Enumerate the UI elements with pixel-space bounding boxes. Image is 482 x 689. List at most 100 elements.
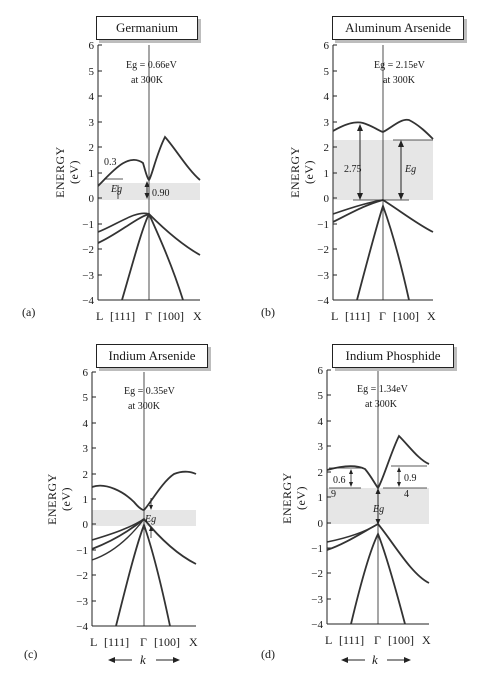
arrow-head bbox=[404, 657, 411, 663]
valence-band bbox=[115, 522, 171, 627]
tick-label: 0 bbox=[318, 518, 324, 530]
tick-label: 5 bbox=[89, 66, 95, 78]
tick-label: 3 bbox=[83, 443, 89, 455]
valence-band bbox=[91, 518, 145, 541]
annotation-label: 9 bbox=[331, 489, 336, 500]
x-label-x: X bbox=[422, 633, 431, 647]
tick-label: 6 bbox=[83, 367, 89, 379]
tick-label: 5 bbox=[318, 390, 324, 402]
x-label-gamma: Γ bbox=[374, 633, 381, 647]
gap-temperature: at 300K bbox=[131, 75, 164, 86]
valence-band bbox=[121, 211, 184, 301]
arrow-head bbox=[357, 124, 363, 131]
gap-symbol: Eg bbox=[372, 504, 384, 515]
tick-label: 0 bbox=[89, 193, 95, 205]
tick-label: −1 bbox=[317, 219, 329, 231]
x-label-x: X bbox=[193, 309, 202, 323]
band-diagram: 6 5 4 3 2 1 0 −1 −2 −3 −4 ENERGY (eV) 2 bbox=[261, 40, 436, 323]
panel-indium-arsenide: Indium Arsenide 6 5 4 3 2 1 0 −1 −2 −3 −… bbox=[0, 342, 241, 684]
x-label-l: L bbox=[331, 309, 338, 323]
y-ticks bbox=[327, 369, 331, 625]
tick-label: 6 bbox=[324, 40, 330, 52]
tick-label: 1 bbox=[89, 168, 95, 180]
arrow-head bbox=[149, 505, 153, 510]
annotation-label: 0.9 bbox=[404, 473, 417, 484]
panel-letter: (b) bbox=[261, 305, 275, 319]
y-axis-unit: (eV) bbox=[59, 487, 73, 511]
tick-label: 0 bbox=[83, 519, 89, 531]
tick-label: −4 bbox=[82, 295, 94, 307]
x-label-dir: [111] bbox=[345, 309, 370, 323]
arrow-head bbox=[341, 657, 348, 663]
conduction-band bbox=[97, 135, 201, 187]
tick-label: 0 bbox=[324, 193, 330, 205]
x-label-l: L bbox=[90, 635, 97, 649]
panel-title: Germanium bbox=[96, 16, 198, 40]
x-label-dir: [111] bbox=[104, 635, 129, 649]
panel-aluminum-arsenide: Aluminum Arsenide 6 5 4 3 2 1 0 −1 −2 −3… bbox=[241, 0, 482, 342]
arrow-head bbox=[144, 193, 150, 199]
panel-letter: (d) bbox=[261, 647, 275, 661]
tick-label: 2 bbox=[89, 142, 95, 154]
x-label-dir: [100] bbox=[158, 309, 184, 323]
tick-label: −4 bbox=[76, 621, 88, 633]
x-label-l: L bbox=[96, 309, 103, 323]
tick-label: 5 bbox=[324, 66, 330, 78]
tick-label: 1 bbox=[83, 494, 89, 506]
valence-band bbox=[350, 531, 406, 625]
gap-temperature: at 300K bbox=[128, 401, 161, 412]
gap-value: Eg = 0.35eV bbox=[124, 386, 176, 397]
gap-symbol: Eg bbox=[144, 514, 156, 525]
conduction-band bbox=[332, 118, 434, 140]
arrow-head bbox=[398, 140, 404, 147]
tick-label: 3 bbox=[324, 117, 330, 129]
y-axis-title: ENERGY (eV) bbox=[280, 472, 308, 524]
conduction-band bbox=[91, 470, 197, 511]
x-label-dir: [111] bbox=[339, 633, 364, 647]
panel-letter: (a) bbox=[22, 305, 35, 319]
panel-letter: (c) bbox=[24, 647, 37, 661]
gap-value: Eg = 1.34eV bbox=[357, 384, 409, 395]
tick-label: 2 bbox=[83, 469, 89, 481]
tick-label: 2 bbox=[318, 467, 324, 479]
y-axis-title: ENERGY (eV) bbox=[53, 146, 81, 198]
y-axis-unit: (eV) bbox=[302, 160, 316, 184]
tick-label: 2 bbox=[324, 142, 330, 154]
y-axis-title: ENERGY (eV) bbox=[288, 146, 316, 198]
arrow-head bbox=[144, 181, 150, 187]
tick-label: −2 bbox=[82, 244, 94, 256]
x-label-x: X bbox=[427, 309, 436, 323]
annotation-label: 4 bbox=[404, 489, 409, 500]
valence-band bbox=[332, 199, 384, 215]
arrow-head bbox=[397, 467, 401, 472]
tick-label: −3 bbox=[76, 596, 88, 608]
tick-label: 4 bbox=[318, 416, 324, 428]
y-axis-label: ENERGY bbox=[288, 146, 302, 198]
valence-band bbox=[326, 523, 379, 543]
valence-band bbox=[356, 203, 410, 301]
y-tick-labels: 6 5 4 3 2 1 0 −1 −2 −3 −4 bbox=[76, 367, 88, 633]
x-label-gamma: Γ bbox=[379, 309, 386, 323]
annotation-label: 0.3 bbox=[104, 157, 117, 168]
annotation-label: 0.90 bbox=[152, 188, 170, 199]
k-label: k bbox=[372, 652, 378, 667]
y-axis-unit: (eV) bbox=[67, 160, 81, 184]
gap-value: Eg = 0.66eV bbox=[126, 60, 178, 71]
y-ticks bbox=[333, 44, 337, 301]
gap-symbol: Eg bbox=[110, 184, 122, 195]
gap-symbol: Eg bbox=[404, 164, 416, 175]
y-axis-label: ENERGY bbox=[280, 472, 294, 524]
tick-label: −1 bbox=[82, 219, 94, 231]
x-label-gamma: Γ bbox=[145, 309, 152, 323]
tick-label: 4 bbox=[324, 91, 330, 103]
tick-label: −3 bbox=[311, 594, 323, 606]
tick-label: −2 bbox=[76, 570, 88, 582]
panel-title: Indium Phosphide bbox=[332, 344, 454, 368]
x-label-dir: [100] bbox=[388, 633, 414, 647]
panel-title: Indium Arsenide bbox=[96, 344, 208, 368]
tick-label: 5 bbox=[83, 392, 89, 404]
tick-label: −3 bbox=[82, 270, 94, 282]
valence-band bbox=[91, 518, 145, 561]
arrow-head bbox=[375, 519, 381, 525]
arrow-head bbox=[349, 482, 353, 487]
